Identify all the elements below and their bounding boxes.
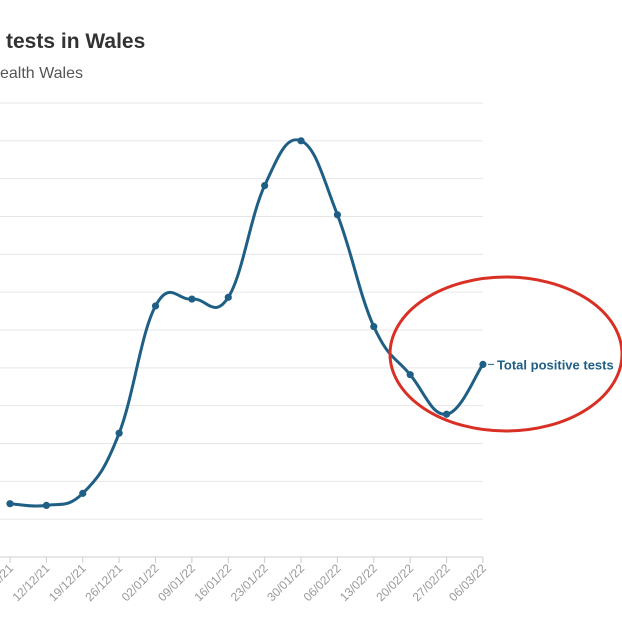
series-label: Total positive tests: [497, 357, 614, 372]
chart-subtitle: ealth Wales: [0, 65, 83, 82]
data-point-8: [297, 137, 305, 145]
data-point-3: [115, 429, 123, 437]
x-tick-label-13: 06/03/22: [446, 561, 489, 604]
x-axis-ticks: 2/2112/12/2119/12/2126/12/2102/01/2209/0…: [0, 557, 489, 604]
x-tick-label-8: 30/01/22: [264, 561, 307, 604]
data-point-10: [370, 322, 378, 331]
gridlines: [0, 102, 483, 558]
x-tick-label-10: 13/02/22: [337, 561, 380, 604]
x-tick-label-4: 02/01/22: [119, 561, 162, 604]
x-tick-label-11: 20/02/22: [373, 561, 416, 604]
data-point-7: [261, 181, 269, 190]
x-tick-label-6: 16/01/22: [191, 561, 234, 604]
x-tick-label-1: 12/12/21: [10, 561, 53, 604]
data-point-4: [151, 302, 160, 310]
data-point-1: [42, 501, 50, 510]
data-point-0: [6, 500, 14, 508]
data-point-12: [442, 410, 451, 418]
series-line-total-positive-tests: [8, 138, 485, 508]
x-tick-label-5: 09/01/22: [155, 561, 198, 604]
x-tick-label-7: 23/01/22: [228, 561, 271, 604]
data-point-6: [224, 293, 232, 301]
x-tick-label-9: 06/02/22: [301, 561, 344, 604]
annotation-ellipse: [388, 275, 622, 433]
data-point-13: [479, 360, 487, 368]
data-point-5: [188, 295, 196, 303]
data-points: [6, 137, 487, 510]
x-tick-label-0: 2/21: [0, 561, 16, 588]
data-point-11: [406, 371, 414, 379]
x-tick-label-12: 27/02/22: [410, 561, 453, 604]
x-tick-label-3: 26/12/21: [82, 561, 125, 604]
x-tick-label-2: 19/12/21: [46, 561, 89, 604]
data-point-9: [333, 211, 342, 219]
data-point-2: [79, 489, 87, 497]
chart-title: tests in Wales: [6, 30, 146, 53]
